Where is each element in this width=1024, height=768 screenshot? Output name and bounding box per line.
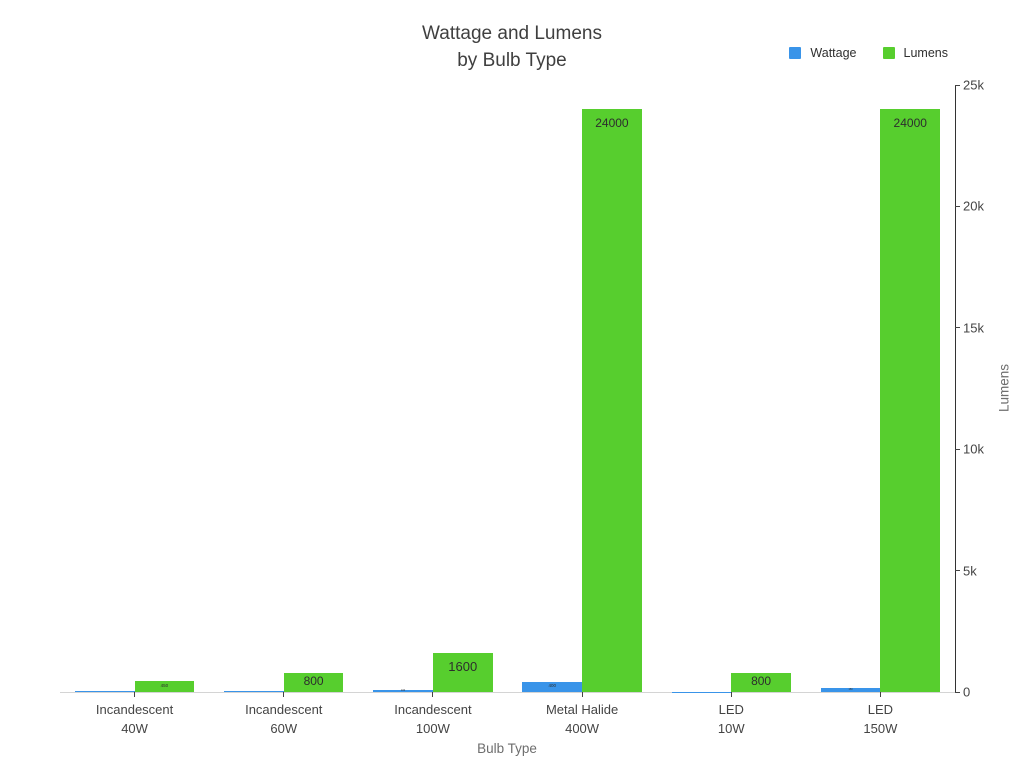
y-axis-title: Lumens — [996, 363, 1012, 413]
x-tick-mark — [879, 692, 881, 697]
bar-value-label: 1600 — [448, 659, 478, 675]
x-axis-title: Bulb Type — [477, 741, 537, 756]
chart-title-line2: by Bulb Type — [457, 50, 567, 71]
x-tick-mark — [581, 692, 583, 697]
bar-lumens-3: 24000 — [582, 109, 642, 692]
category-label-line: 60W — [270, 721, 298, 736]
y-tick-mark — [955, 327, 960, 329]
legend-swatch-lumens — [882, 47, 895, 59]
bar-wattage-2: 100 — [373, 689, 433, 693]
legend-label: Wattage — [810, 46, 857, 60]
y-tick-mark — [955, 205, 960, 207]
bar-value-label: 400 — [548, 683, 556, 689]
bar-wattage-5: 150 — [820, 687, 881, 692]
category-label-3: Metal Halide 400W — [502, 700, 662, 738]
category-label-line: 10W — [717, 721, 745, 736]
chart-title-line1: Wattage and Lumens — [422, 23, 602, 44]
bar-lumens-5: 24000 — [880, 109, 941, 692]
y-tick-label: 15k — [963, 320, 984, 336]
y-tick-label: 10k — [963, 441, 984, 457]
bar-lumens-2: 1600 — [432, 653, 493, 692]
category-label-4: LED 10W — [651, 700, 811, 738]
bar-wattage-1 — [224, 690, 284, 692]
bar-value-label: 800 — [303, 673, 324, 688]
legend-label: Lumens — [903, 46, 948, 60]
category-label-2: Incandescent 100W — [353, 700, 513, 738]
y-axis-line — [955, 85, 956, 692]
bar-value-label: 450 — [160, 682, 169, 688]
x-tick-mark — [283, 692, 285, 697]
y-tick-mark — [955, 570, 960, 572]
category-label-line: 150W — [863, 721, 898, 736]
x-tick-mark — [432, 692, 434, 697]
y-tick-label: 20k — [963, 198, 984, 214]
category-label-line: LED — [867, 702, 894, 717]
y-tick-label: 5k — [963, 563, 977, 579]
category-label-line: 100W — [415, 721, 450, 736]
category-label-line: Incandescent — [394, 702, 472, 717]
bar-value-label: 150 — [848, 687, 853, 691]
legend-item-wattage[interactable]: Wattage — [789, 46, 857, 60]
legend: Wattage Lumens — [789, 46, 948, 60]
category-label-5: LED 150W — [800, 700, 960, 738]
category-label-line: Incandescent — [245, 702, 323, 717]
y-tick-mark — [955, 691, 960, 693]
y-tick-mark — [955, 448, 960, 450]
bar-lumens-4: 800 — [731, 672, 791, 692]
category-label-line: Metal Halide — [545, 702, 619, 717]
bar-wattage-0 — [74, 691, 135, 692]
category-label-line: 40W — [121, 721, 148, 736]
bar-wattage-3: 400 — [522, 682, 583, 692]
bar-value-label: 800 — [751, 673, 772, 688]
category-label-0: Incandescent 40W — [55, 700, 215, 738]
category-label-1: Incandescent 60W — [204, 700, 364, 738]
bar-value-label: 24000 — [893, 115, 927, 130]
legend-swatch-wattage — [789, 47, 802, 59]
x-tick-mark — [730, 692, 732, 697]
category-label-line: Incandescent — [95, 702, 174, 717]
chart-title: Wattage and Lumens by Bulb Type — [422, 20, 602, 74]
x-axis-line — [60, 692, 955, 693]
legend-item-lumens[interactable]: Lumens — [882, 46, 948, 60]
bar-value-label: 100 — [400, 689, 406, 693]
bar-lumens-0: 450 — [134, 681, 195, 692]
bar-lumens-1: 800 — [283, 672, 344, 692]
category-label-line: LED — [718, 702, 744, 717]
y-tick-label: 0 — [963, 684, 971, 700]
y-tick-mark — [955, 84, 960, 86]
x-tick-mark — [134, 692, 136, 697]
y-tick-label: 25k — [963, 77, 984, 93]
category-label-line: 400W — [565, 721, 600, 736]
bar-value-label: 24000 — [595, 115, 629, 130]
